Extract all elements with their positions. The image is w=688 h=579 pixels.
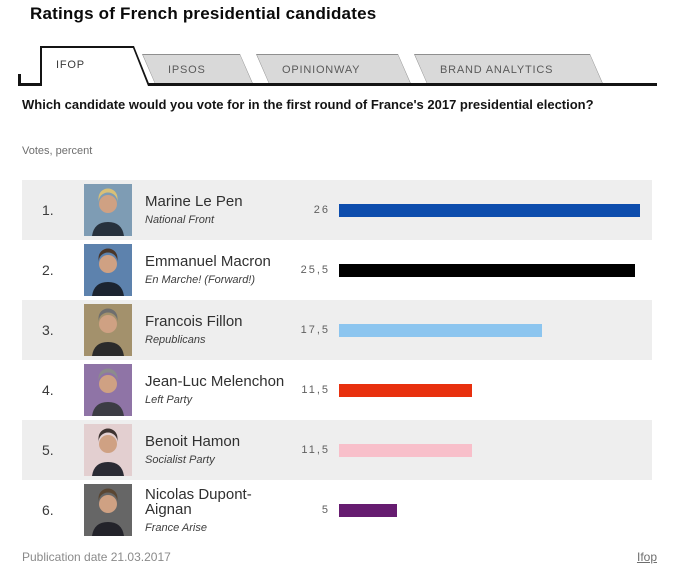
tab-strip: IPSOS OPINIONWAY BRAND ANALYTICS IFOP	[0, 46, 688, 86]
photo-hair	[98, 188, 118, 202]
bar-area	[339, 503, 652, 517]
photo-hair	[98, 488, 118, 502]
candidate-info: Emmanuel Macron En Marche! (Forward!)	[145, 254, 295, 286]
photo-shoulders	[92, 222, 124, 236]
survey-question: Which candidate would you vote for in th…	[22, 97, 594, 112]
candidate-party: National Front	[145, 214, 215, 226]
vote-bar	[339, 443, 473, 457]
candidate-photo	[84, 244, 132, 296]
candidate-party: Republicans	[145, 334, 206, 346]
candidate-name: Jean-Luc Melenchon	[145, 373, 285, 390]
candidate-row: 1. Marine Le Pen National Front 26	[22, 180, 652, 240]
candidate-row: 4. Jean-Luc Melenchon Left Party 11,5	[22, 360, 652, 420]
candidate-info: Marine Le Pen National Front	[145, 194, 295, 226]
candidate-row: 6. Nicolas Dupont-Aignan France Arise 5	[22, 480, 652, 540]
candidate-row: 2. Emmanuel Macron En Marche! (Forward!)…	[22, 240, 652, 300]
rank-number: 4.	[42, 382, 54, 398]
candidate-party: Socialist Party	[145, 454, 215, 466]
candidate-name: Benoit Hamon	[145, 433, 241, 450]
rank-number: 6.	[42, 502, 54, 518]
rank-number: 3.	[42, 322, 54, 338]
candidate-photo	[84, 484, 132, 536]
source-link[interactable]: Ifop	[636, 550, 657, 564]
units-label: Votes, percent	[22, 145, 93, 157]
vote-bar	[339, 203, 641, 217]
tab-brand-analytics[interactable]: BRAND ANALYTICS	[414, 54, 604, 86]
bar-area	[339, 323, 652, 337]
vote-value: 11,5	[301, 384, 330, 396]
candidate-info: Francois Fillon Republicans	[145, 314, 295, 346]
vote-value: 17,5	[300, 324, 330, 336]
candidate-row: 5. Benoit Hamon Socialist Party 11,5	[22, 420, 652, 480]
photo-face	[99, 255, 117, 273]
vote-bar	[339, 323, 542, 337]
vote-bar	[339, 383, 473, 397]
tab-label: BRAND ANALYTICS	[440, 64, 554, 76]
candidate-row: 3. Francois Fillon Republicans 17,5	[22, 300, 652, 360]
tab-opinionway[interactable]: OPINIONWAY	[256, 54, 412, 86]
bar-area	[339, 443, 652, 457]
vote-value: 26	[313, 204, 330, 216]
tab-ipsos[interactable]: IPSOS	[142, 54, 254, 86]
photo-hair	[98, 368, 118, 382]
photo-shoulders	[92, 522, 124, 536]
tab-background	[415, 55, 603, 85]
tab-background	[42, 48, 148, 86]
page-title: Ratings of French presidential candidate…	[30, 4, 377, 23]
tab-label: OPINIONWAY	[282, 64, 361, 76]
vote-value: 11,5	[301, 444, 330, 456]
tab-strip-left-tick	[18, 74, 21, 86]
photo-shoulders	[92, 282, 124, 296]
candidate-photo	[84, 184, 132, 236]
photo-face	[99, 435, 117, 453]
photo-shoulders	[92, 402, 124, 416]
candidate-name: Emmanuel Macron	[145, 253, 271, 270]
candidate-party: France Arise	[145, 521, 207, 534]
photo-face	[99, 495, 117, 513]
publication-date: Publication date 21.03.2017	[22, 550, 171, 564]
tab-strip-baseline	[18, 83, 657, 86]
vote-value: 25,5	[300, 264, 330, 276]
candidate-name: Marine Le Pen	[145, 193, 243, 210]
photo-hair	[98, 248, 118, 262]
photo-face	[99, 195, 117, 213]
photo-shoulders	[92, 342, 124, 356]
candidate-info: Jean-Luc Melenchon Left Party	[145, 374, 295, 406]
candidate-photo	[84, 424, 132, 476]
photo-face	[99, 315, 117, 333]
candidate-photo	[84, 364, 132, 416]
bar-area	[339, 383, 652, 397]
rank-number: 5.	[42, 442, 54, 458]
candidate-name: Nicolas Dupont-Aignan	[145, 485, 252, 518]
photo-hair	[98, 308, 118, 322]
photo-hair	[98, 428, 118, 442]
bar-area	[339, 203, 652, 217]
candidate-info: Nicolas Dupont-Aignan France Arise	[145, 487, 295, 534]
vote-bar	[339, 263, 635, 277]
tab-label: IFOP	[56, 59, 85, 71]
bar-area	[339, 263, 652, 277]
photo-face	[99, 375, 117, 393]
candidate-list: 1. Marine Le Pen National Front 26 2.	[22, 180, 652, 540]
candidate-party: En Marche! (Forward!)	[145, 274, 256, 286]
tab-background	[143, 55, 253, 85]
tab-ifop[interactable]: IFOP	[40, 46, 150, 86]
tab-background	[257, 55, 411, 85]
candidate-photo	[84, 304, 132, 356]
vote-bar	[339, 503, 397, 517]
rank-number: 1.	[42, 202, 54, 218]
candidate-info: Benoit Hamon Socialist Party	[145, 434, 295, 466]
rank-number: 2.	[42, 262, 54, 278]
footer: Publication date 21.03.2017 Ifop	[22, 550, 657, 564]
candidate-name: Francois Fillon	[145, 313, 243, 330]
tab-label: IPSOS	[168, 64, 206, 76]
candidate-party: Left Party	[145, 394, 193, 406]
vote-value: 5	[321, 504, 330, 516]
photo-shoulders	[92, 462, 124, 476]
